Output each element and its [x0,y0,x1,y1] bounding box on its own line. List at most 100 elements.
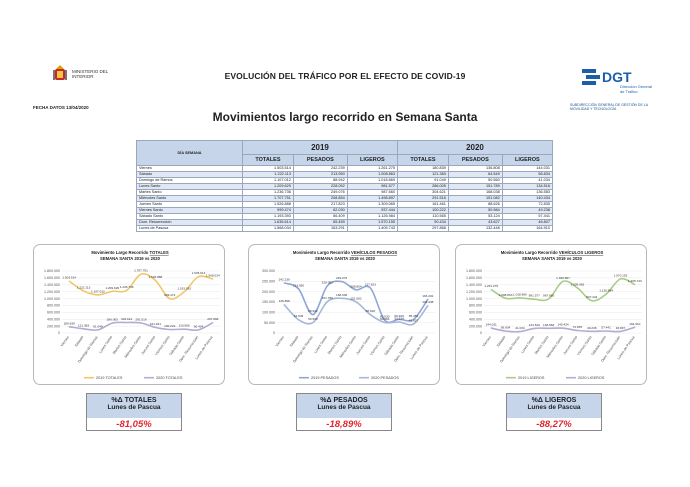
data-label: 286.005 [107,318,118,322]
pct-box-ligeros: %Δ LIGEROS Lunes de Pascua -88,27% [506,393,602,431]
data-point [490,288,492,291]
data-label: 249.076 [336,276,347,280]
col-header: LIGEROS [346,154,398,166]
data-point [398,321,400,323]
data-label: 1.018.869 [513,292,527,296]
data-label: 180.839 [64,321,75,325]
data-label: 1.222.113 [77,285,91,289]
chart-totales-svg: Movimiento Largo Recorrido TOTALESSEMANA… [44,250,220,380]
legend-label: 2020 LIGEROS [578,376,605,380]
pct-value: -88,27% [536,419,572,430]
dgt-logo: DGT Dirección General de Tráfico [580,66,660,94]
data-label: 1.309.065 [570,282,584,286]
data-point [398,318,400,320]
value-cell: 297.868 [396,225,449,232]
x-tick-label: Viernes [482,335,492,347]
dgt-text: DGT [602,69,632,85]
data-point [341,297,343,299]
y-tick-label: 150.000 [262,300,275,304]
chart-ligeros: Movimiento Largo Recorrido VEHÍCULOS LIG… [455,244,647,385]
dgt-subdireccion: SUBDIRECCIÓN GENERAL DE GESTIÓN DE LA MO… [570,103,648,111]
data-point [154,279,156,282]
y-tick-label: 1.200.000 [466,290,482,294]
y-tick-label: 1.400.000 [44,283,60,287]
y-tick-label: 50.000 [264,321,275,325]
pct-box-totales: %Δ TOTALES Lunes de Pascua -81,05% [86,393,182,431]
data-point [197,276,200,278]
pct-value: -18,89% [326,419,362,430]
dia-semana-header: DÍA SEMANA [136,140,243,166]
y-tick-label: 0 [480,331,482,335]
data-label: 88.626 [366,309,376,313]
data-label: 110.565 [179,324,190,328]
y-tick-label: 200.000 [47,324,60,328]
data-point [82,328,85,330]
data-label: 1.209.629 [105,286,119,290]
data-point [212,278,214,280]
data-point [312,321,314,324]
y-tick-label: 300.000 [262,269,275,273]
data-point [548,327,550,329]
pct-sub: Lunes de Pascua [107,404,161,411]
data-point [427,298,429,300]
data-table: DÍA SEMANA 2019 2020 TOTALES PESADOS LIG… [136,140,554,232]
data-label: 999.474 [164,293,175,297]
data-point [283,304,285,306]
y-tick-label: 250.000 [262,280,275,284]
data-label: 121.383 [78,323,89,327]
data-label: 88.942 [308,309,318,313]
ministry-label: MINISTERIO DEL INTERIOR [72,69,109,79]
col-header: PESADOS [447,154,503,166]
data-label: 1.107.012 [91,289,105,293]
legend-label: 2019 TOTALES [96,376,123,380]
data-point [140,322,142,324]
y-tick-label: 1.400.000 [466,283,482,287]
data-point [533,298,535,300]
data-point [427,305,429,307]
y-tick-label: 400.000 [469,317,482,321]
value-cell: 163.291 [292,225,348,232]
table-row: Sábado Santo 1.193.393 66.409 1.126.984 110.… [136,213,554,220]
data-point [169,297,171,300]
series-line-2019 [490,277,636,302]
table-row: Sábado 1.222.113 213.950 1.008.863 121.383 64… [136,171,554,178]
section-title: Movimientos largo recorrido en Semana Sa… [212,110,478,124]
legend-label: 2020 PESADOS [371,376,399,380]
data-point [283,282,285,284]
data-point [97,329,99,331]
data-label: 208.854 [350,284,361,288]
year-2019-header: 2019 [242,140,398,155]
data-point [183,291,185,293]
series-line-2019 [68,273,214,300]
table-row: Lunes de Pascua 1.568.034 163.291 1.405.743… [136,225,554,232]
data-label: 242.239 [279,277,290,281]
data-label: 64.549 [294,314,304,318]
data-label: 57.441 [601,326,611,330]
y-tick-label: 1.800.000 [44,269,60,273]
year-2020-header: 2020 [396,140,554,155]
data-label: 217.823 [365,282,376,286]
fecha-datos: FECHA DATOS 13/04/2020 [33,105,89,110]
x-tick-label: Lunes Santo [313,335,328,354]
data-point [605,293,607,295]
data-point [355,289,357,291]
y-tick-label: 1.600.000 [44,276,60,280]
data-point [634,326,636,328]
data-label: 50.560 [308,317,318,321]
data-label: 144.031 [486,323,497,327]
x-tick-label: Jueves Santo [562,335,578,355]
data-point [412,323,415,325]
data-label: 134.516 [529,323,540,327]
y-tick-label: 1.000.000 [44,297,60,301]
data-label: 62.030 [380,315,390,319]
chart-title: Movimiento Largo Recorrido TOTALES [91,250,169,255]
chart-title-emph: VEHÍCULOS LIGEROS [559,250,604,255]
chart-pesados-svg: Movimiento Largo Recorrido VEHÍCULOS PES… [262,250,435,380]
data-label: 66.409 [394,314,404,318]
chart-title: Movimiento Largo Recorrido VEHÍCULOS LIG… [501,250,604,255]
data-label: 91.049 [93,324,103,328]
chart-title-emph: TOTALES [150,250,169,255]
value-cell: 1.568.034 [242,225,294,232]
chart-title-prefix: Movimiento Largo Recorrido [293,250,351,255]
data-label: 213.950 [293,283,304,287]
